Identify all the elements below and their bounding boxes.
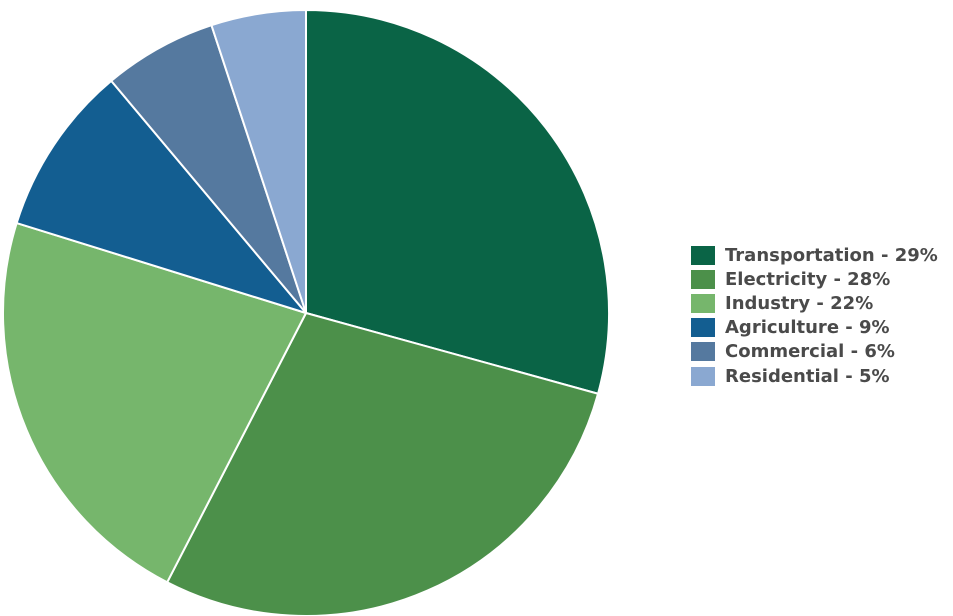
legend-item-transportation: Transportation - 29% — [691, 243, 938, 267]
legend-item-commercial: Commercial - 6% — [691, 340, 938, 364]
legend-swatch — [691, 270, 715, 289]
legend: Transportation - 29% Electricity - 28% I… — [691, 243, 938, 388]
legend-label: Commercial - 6% — [725, 341, 895, 362]
legend-label: Agriculture - 9% — [725, 317, 890, 338]
legend-swatch — [691, 367, 715, 386]
legend-label: Industry - 22% — [725, 293, 873, 314]
legend-item-industry: Industry - 22% — [691, 291, 938, 315]
legend-swatch — [691, 342, 715, 361]
legend-swatch — [691, 318, 715, 337]
legend-label: Residential - 5% — [725, 366, 890, 387]
legend-item-electricity: Electricity - 28% — [691, 267, 938, 291]
legend-item-agriculture: Agriculture - 9% — [691, 316, 938, 340]
legend-swatch — [691, 246, 715, 265]
pie-chart — [0, 0, 620, 616]
legend-item-residential: Residential - 5% — [691, 364, 938, 388]
legend-label: Electricity - 28% — [725, 269, 890, 290]
legend-label: Transportation - 29% — [725, 245, 938, 266]
legend-swatch — [691, 294, 715, 313]
